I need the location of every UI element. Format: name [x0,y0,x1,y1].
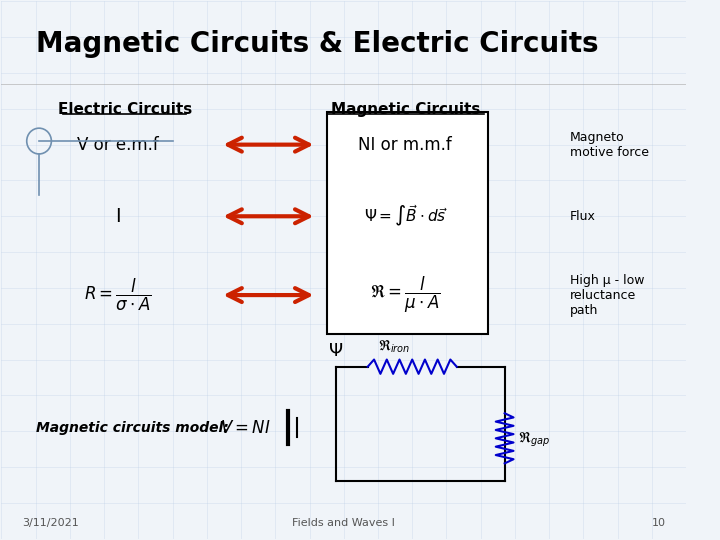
Text: 10: 10 [652,518,665,528]
Bar [327,112,487,334]
Text: 3/11/2021: 3/11/2021 [22,518,78,528]
Text: Magnetic Circuits & Electric Circuits: Magnetic Circuits & Electric Circuits [35,30,598,58]
Text: $\Psi = \int \vec{B} \cdot d\vec{s}$: $\Psi = \int \vec{B} \cdot d\vec{s}$ [364,204,447,229]
Text: I: I [115,207,120,226]
Text: NI or m.m.f: NI or m.m.f [359,136,452,154]
Text: $\Psi$: $\Psi$ [328,342,343,360]
Text: Fields and Waves I: Fields and Waves I [292,518,395,528]
Text: High μ - low
reluctance
path: High μ - low reluctance path [570,274,644,316]
Text: $R = \dfrac{l}{\sigma \cdot A}$: $R = \dfrac{l}{\sigma \cdot A}$ [84,277,152,313]
Text: $\mathfrak{R} = \dfrac{l}{\mu \cdot A}$: $\mathfrak{R} = \dfrac{l}{\mu \cdot A}$ [370,275,441,315]
Text: Magnetic circuits model:: Magnetic circuits model: [35,421,228,435]
Text: Magnetic Circuits: Magnetic Circuits [330,102,480,117]
Text: V or e.m.f: V or e.m.f [77,136,158,154]
Text: $\mathfrak{R}_{gap}$: $\mathfrak{R}_{gap}$ [518,430,551,449]
Text: $\mathfrak{R}_{iron}$: $\mathfrak{R}_{iron}$ [378,339,410,355]
Text: Magneto
motive force: Magneto motive force [570,131,649,159]
Text: Electric Circuits: Electric Circuits [58,102,192,117]
Text: Flux: Flux [570,210,595,223]
Text: $V = NI$: $V = NI$ [220,418,271,436]
